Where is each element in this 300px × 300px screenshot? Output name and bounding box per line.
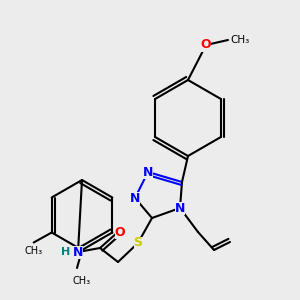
Text: N: N (143, 166, 153, 178)
Text: H: H (61, 247, 70, 257)
Text: N: N (175, 202, 185, 214)
Text: N: N (73, 245, 83, 259)
Text: CH₃: CH₃ (73, 276, 91, 286)
Text: S: S (134, 236, 142, 250)
Text: CH₃: CH₃ (25, 245, 43, 256)
Text: CH₃: CH₃ (230, 35, 249, 45)
Text: N: N (130, 191, 140, 205)
Text: O: O (115, 226, 125, 238)
Text: O: O (201, 38, 211, 52)
